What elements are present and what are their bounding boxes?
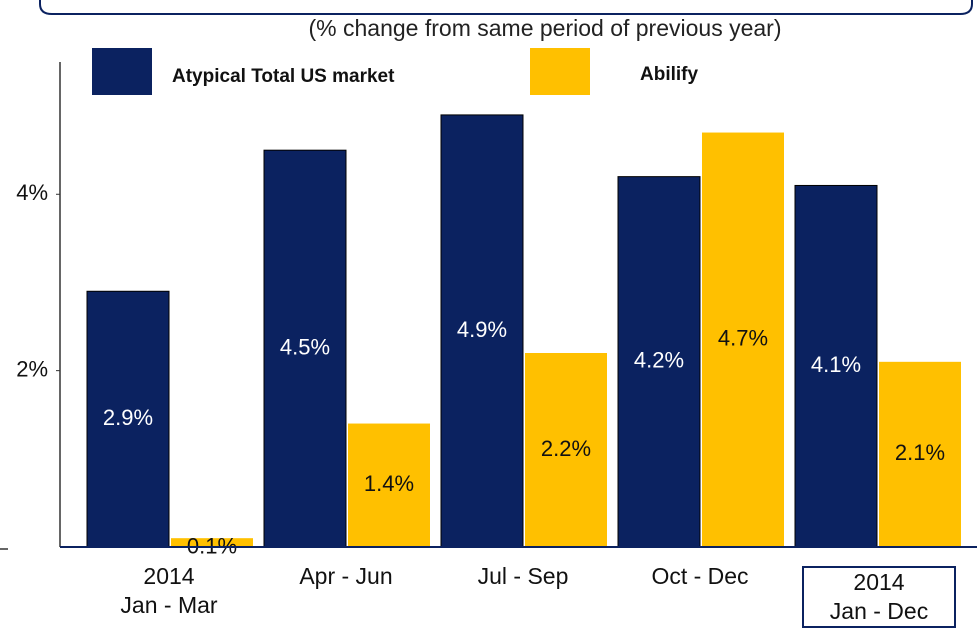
legend-swatch xyxy=(530,48,590,95)
x-tick-label: Apr - Jun xyxy=(299,563,393,589)
header-frame xyxy=(39,0,973,15)
bar xyxy=(171,538,253,547)
x-tick-label: 2014 Jan - Dec xyxy=(802,566,956,628)
value-label: 4.2% xyxy=(634,348,684,373)
bar xyxy=(86,290,170,548)
value-label: 1.4% xyxy=(364,471,414,496)
y-tick-label: 2% xyxy=(16,356,48,381)
x-tick-label: 2014 Jan - Mar xyxy=(120,563,218,618)
x-tick-label: Jul - Sep xyxy=(477,563,569,589)
x-tick-label: Oct - Dec xyxy=(651,563,749,589)
value-label: 2.1% xyxy=(895,440,945,465)
value-label: 2.2% xyxy=(541,436,591,461)
legend-swatch xyxy=(92,48,152,95)
bar xyxy=(440,114,524,548)
value-label: 4.7% xyxy=(718,326,768,351)
bar xyxy=(794,184,878,548)
chart-subtitle: (% change from same period of previous y… xyxy=(309,15,782,41)
legend-label: Atypical Total US market xyxy=(172,66,395,87)
bar xyxy=(702,132,784,547)
value-label: 0.1% xyxy=(187,533,237,558)
value-label: 4.9% xyxy=(457,317,507,342)
value-label: 2.9% xyxy=(103,405,153,430)
bar xyxy=(348,423,430,547)
bar xyxy=(617,176,701,548)
value-label: 4.1% xyxy=(811,352,861,377)
value-label: 4.5% xyxy=(280,334,330,359)
bar xyxy=(879,361,961,547)
bar xyxy=(263,149,347,548)
bar xyxy=(525,353,607,547)
legend-label: Abilify xyxy=(640,64,698,85)
y-tick-label: 4% xyxy=(16,180,48,205)
